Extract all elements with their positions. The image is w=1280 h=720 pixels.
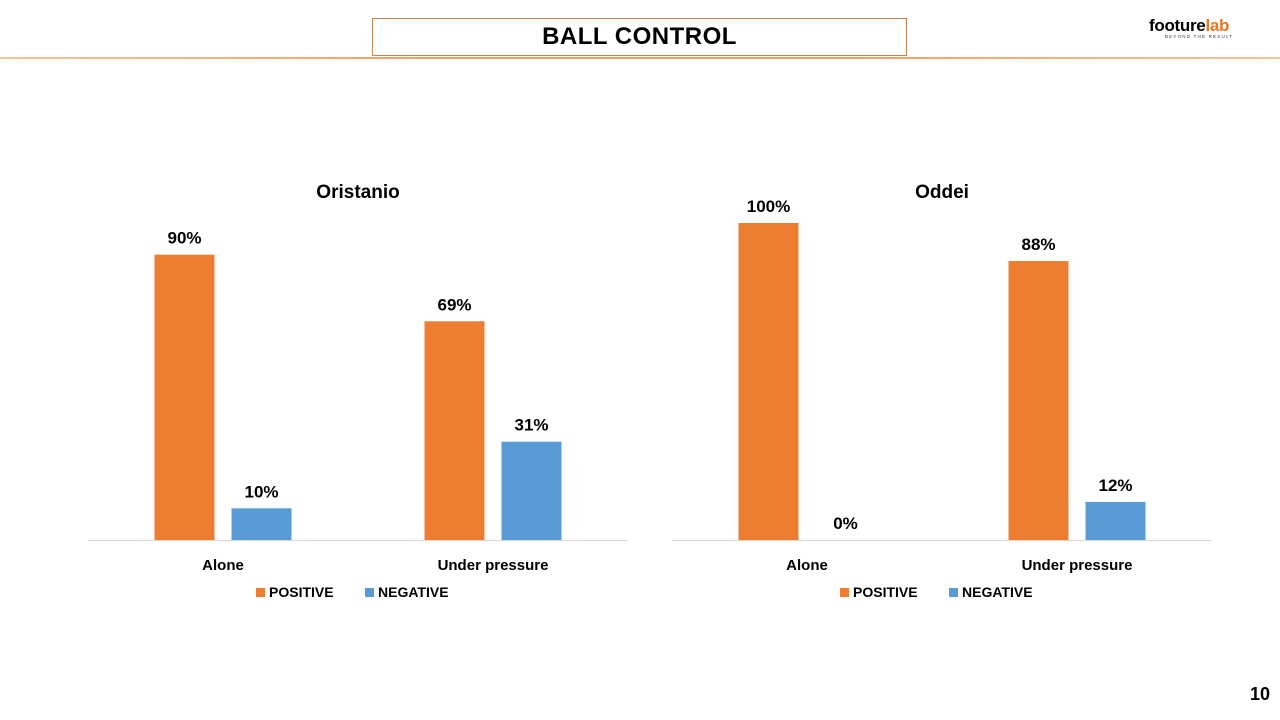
chart-legend: POSITIVE NEGATIVE xyxy=(840,584,1033,600)
data-label: 100% xyxy=(747,197,790,216)
x-tick-label: Alone xyxy=(202,557,244,574)
bar-positive-alone xyxy=(154,254,215,540)
legend-swatch-positive xyxy=(256,588,265,597)
bar-negative-alone xyxy=(231,508,292,540)
header-divider-line xyxy=(0,57,1280,59)
page-number: 10 xyxy=(1249,684,1270,704)
legend-label-negative: NEGATIVE xyxy=(378,584,449,600)
legend-label-negative: NEGATIVE xyxy=(962,584,1033,600)
bar-positive-under-pressure xyxy=(1008,261,1069,540)
data-label: 0% xyxy=(833,514,858,533)
legend-label-positive: POSITIVE xyxy=(853,584,918,600)
brand-logo: footurelab BEYOND THE RESULT xyxy=(1149,17,1239,43)
chart-legend: POSITIVE NEGATIVE xyxy=(256,584,449,600)
logo-brand-main: footure xyxy=(1149,16,1206,35)
bar-negative-under-pressure xyxy=(501,441,562,540)
data-label: 90% xyxy=(167,229,201,248)
x-tick-label: Under pressure xyxy=(1022,557,1133,574)
bar-negative-under-pressure xyxy=(1085,501,1146,540)
chart-oristanio: Oristanio 90% 10% Alone 69% 31% Under pressure… xyxy=(88,182,628,600)
bar-positive-under-pressure xyxy=(424,321,485,540)
bar-positive-alone xyxy=(738,223,799,540)
chart-oddei: Oddei 100% 0% Alone 88% 12% Under pressure POSI… xyxy=(672,182,1212,600)
legend-swatch-positive xyxy=(840,588,849,597)
data-label: 10% xyxy=(244,482,278,501)
legend-swatch-negative xyxy=(365,588,374,597)
x-tick-label: Under pressure xyxy=(438,557,549,574)
data-label: 69% xyxy=(437,295,471,314)
legend-label-positive: POSITIVE xyxy=(269,584,334,600)
data-label: 88% xyxy=(1021,235,1055,254)
page-title: BALL CONTROL xyxy=(372,18,907,56)
logo-brand-accent: lab xyxy=(1205,16,1230,35)
chart-title: Oristanio xyxy=(316,182,399,203)
logo-tagline: BEYOND THE RESULT xyxy=(1165,34,1234,39)
data-label: 31% xyxy=(514,416,548,435)
x-tick-label: Alone xyxy=(786,557,828,574)
chart-title: Oddei xyxy=(915,182,969,203)
logo-wordmark: footurelab xyxy=(1149,17,1239,34)
data-label: 12% xyxy=(1098,476,1132,495)
legend-swatch-negative xyxy=(949,588,958,597)
